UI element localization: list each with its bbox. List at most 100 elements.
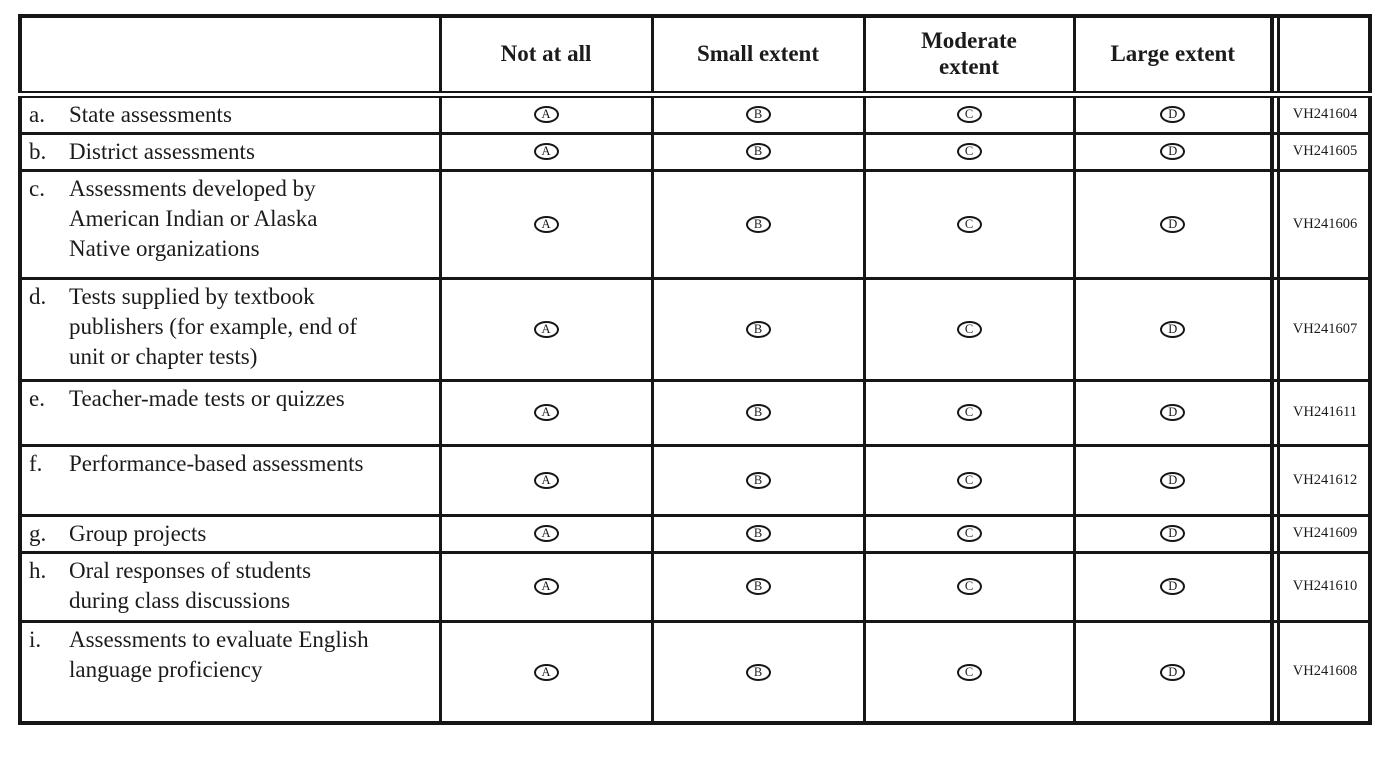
- option-cell: B: [650, 619, 866, 725]
- column-header-not-at-all: Not at all: [438, 14, 654, 98]
- option-cell: A: [438, 276, 654, 382]
- table-row-h: h. Oral responses of students during cla…: [18, 550, 1372, 623]
- answer-bubble-b[interactable]: B: [745, 106, 771, 124]
- item-cell: b. District assessments: [18, 131, 442, 172]
- option-cell: D: [1072, 168, 1274, 280]
- answer-bubble-d[interactable]: D: [1160, 106, 1186, 124]
- item-label: Oral responses of students during class …: [69, 557, 312, 613]
- option-cell: C: [862, 276, 1076, 382]
- answer-bubble-b[interactable]: B: [745, 143, 771, 161]
- item-letter: d.: [29, 283, 47, 309]
- column-header-moderate-extent: Moderate extent: [862, 14, 1076, 98]
- answer-bubble-c[interactable]: C: [956, 471, 982, 489]
- option-cell: A: [438, 378, 654, 447]
- answer-bubble-a[interactable]: A: [533, 404, 559, 422]
- item-letter: h.: [29, 557, 47, 583]
- item-letter: i.: [29, 626, 42, 652]
- option-cell: B: [650, 378, 866, 447]
- option-cell: D: [1072, 513, 1274, 554]
- answer-bubble-b[interactable]: B: [745, 578, 771, 596]
- option-cell: C: [862, 619, 1076, 725]
- answer-bubble-c[interactable]: C: [956, 663, 982, 681]
- answer-bubble-d[interactable]: D: [1160, 663, 1186, 681]
- answer-bubble-b[interactable]: B: [745, 215, 771, 233]
- item-code: VH241608: [1270, 619, 1372, 725]
- option-cell: A: [438, 550, 654, 623]
- header-row: Not at all Small extent Moderate extent …: [18, 14, 1372, 98]
- option-cell: C: [862, 443, 1076, 517]
- option-cell: A: [438, 92, 654, 135]
- answer-bubble-d[interactable]: D: [1160, 471, 1186, 489]
- table-row-d: d. Tests supplied by textbook publishers…: [18, 276, 1372, 382]
- option-cell: B: [650, 131, 866, 172]
- option-cell: C: [862, 513, 1076, 554]
- option-cell: A: [438, 443, 654, 517]
- item-letter: f.: [29, 450, 43, 476]
- option-cell: B: [650, 168, 866, 280]
- questionnaire-sheet: Not at all Small extent Moderate extent …: [18, 14, 1372, 725]
- answer-bubble-a[interactable]: A: [533, 578, 559, 596]
- answer-bubble-d[interactable]: D: [1160, 143, 1186, 161]
- answer-bubble-a[interactable]: A: [533, 663, 559, 681]
- item-cell: d. Tests supplied by textbook publishers…: [18, 276, 442, 382]
- item-label: Performance-based assessments: [69, 450, 364, 476]
- answer-bubble-a[interactable]: A: [533, 106, 559, 124]
- answer-bubble-a[interactable]: A: [533, 525, 559, 543]
- answer-bubble-d[interactable]: D: [1160, 320, 1186, 338]
- extent-rating-table: Not at all Small extent Moderate extent …: [18, 14, 1372, 725]
- answer-bubble-b[interactable]: B: [745, 663, 771, 681]
- table-row-b: b. District assessments A B C D VH241605: [18, 131, 1372, 172]
- option-cell: D: [1072, 550, 1274, 623]
- option-cell: D: [1072, 92, 1274, 135]
- item-label: Assessments developed by American Indian…: [69, 175, 318, 261]
- answer-bubble-b[interactable]: B: [745, 320, 771, 338]
- answer-bubble-b[interactable]: B: [745, 525, 771, 543]
- option-cell: B: [650, 513, 866, 554]
- answer-bubble-c[interactable]: C: [956, 106, 982, 124]
- answer-bubble-d[interactable]: D: [1160, 578, 1186, 596]
- answer-bubble-c[interactable]: C: [956, 320, 982, 338]
- answer-bubble-a[interactable]: A: [533, 320, 559, 338]
- answer-bubble-c[interactable]: C: [956, 525, 982, 543]
- option-cell: B: [650, 92, 866, 135]
- item-cell: f. Performance-based assessments: [18, 443, 442, 517]
- answer-bubble-d[interactable]: D: [1160, 525, 1186, 543]
- answer-bubble-a[interactable]: A: [533, 471, 559, 489]
- item-code: VH241612: [1270, 443, 1372, 517]
- column-header-label: Moderate extent: [921, 28, 1017, 80]
- item-label: State assessments: [69, 101, 232, 127]
- option-cell: D: [1072, 131, 1274, 172]
- answer-bubble-c[interactable]: C: [956, 215, 982, 233]
- option-cell: A: [438, 131, 654, 172]
- item-code: VH241610: [1270, 550, 1372, 623]
- table-row-i: i. Assessments to evaluate English langu…: [18, 619, 1372, 725]
- option-cell: D: [1072, 619, 1274, 725]
- answer-bubble-c[interactable]: C: [956, 578, 982, 596]
- option-cell: B: [650, 443, 866, 517]
- item-letter: b.: [29, 138, 47, 164]
- answer-bubble-a[interactable]: A: [533, 215, 559, 233]
- answer-bubble-d[interactable]: D: [1160, 215, 1186, 233]
- answer-bubble-d[interactable]: D: [1160, 404, 1186, 422]
- column-header-label: Small extent: [696, 41, 819, 67]
- item-letter: e.: [29, 385, 45, 411]
- table-row-a: a. State assessments A B C D VH241604: [18, 92, 1372, 135]
- item-letter: c.: [29, 175, 45, 201]
- answer-bubble-b[interactable]: B: [745, 471, 771, 489]
- option-cell: A: [438, 168, 654, 280]
- item-label: Teacher-made tests or quizzes: [69, 385, 345, 411]
- answer-bubble-c[interactable]: C: [956, 143, 982, 161]
- column-header-large-extent: Large extent: [1072, 14, 1274, 98]
- option-cell: C: [862, 378, 1076, 447]
- answer-bubble-a[interactable]: A: [533, 143, 559, 161]
- option-cell: A: [438, 619, 654, 725]
- answer-bubble-c[interactable]: C: [956, 404, 982, 422]
- option-cell: C: [862, 131, 1076, 172]
- item-cell: h. Oral responses of students during cla…: [18, 550, 442, 623]
- item-label: Group projects: [69, 520, 207, 546]
- item-code: VH241605: [1270, 131, 1372, 172]
- option-cell: D: [1072, 443, 1274, 517]
- answer-bubble-b[interactable]: B: [745, 404, 771, 422]
- column-header-code: [1270, 14, 1372, 98]
- item-label: District assessments: [69, 138, 255, 164]
